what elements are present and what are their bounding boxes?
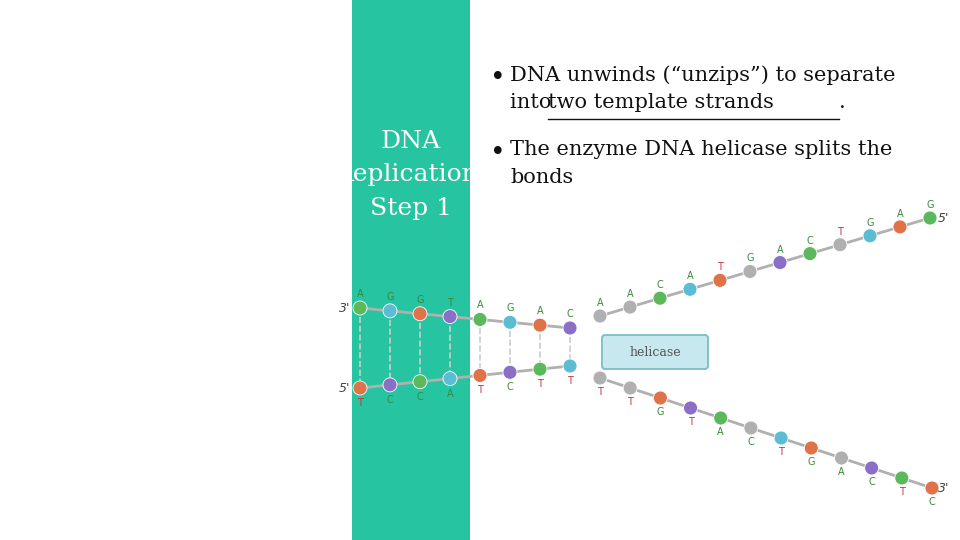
- Text: A: A: [777, 245, 783, 254]
- Circle shape: [383, 304, 397, 318]
- Circle shape: [353, 301, 367, 315]
- Circle shape: [413, 307, 427, 321]
- Text: C: C: [387, 395, 394, 405]
- Circle shape: [593, 371, 607, 385]
- Circle shape: [834, 451, 849, 465]
- Circle shape: [443, 309, 457, 323]
- Text: •: •: [490, 140, 506, 166]
- Circle shape: [713, 273, 727, 287]
- Text: G: G: [746, 253, 754, 264]
- Circle shape: [683, 282, 697, 296]
- Text: C: C: [507, 382, 514, 392]
- Circle shape: [833, 238, 847, 252]
- Text: A: A: [446, 389, 453, 399]
- Text: G: G: [506, 303, 514, 313]
- Circle shape: [713, 411, 728, 425]
- FancyBboxPatch shape: [602, 335, 708, 369]
- Text: C: C: [868, 477, 875, 487]
- Circle shape: [563, 321, 577, 335]
- Text: A: A: [838, 467, 845, 477]
- Text: 3': 3': [938, 482, 949, 495]
- Circle shape: [804, 441, 818, 455]
- Bar: [352, 0, 470, 540]
- Text: T: T: [837, 227, 843, 237]
- Text: A: A: [357, 289, 363, 299]
- Text: C: C: [417, 392, 423, 402]
- Circle shape: [925, 481, 939, 495]
- Text: T: T: [477, 386, 483, 395]
- Text: 5': 5': [339, 381, 350, 395]
- Circle shape: [533, 318, 547, 332]
- Text: G: G: [657, 407, 664, 417]
- Text: C: C: [566, 309, 573, 319]
- Text: 5': 5': [938, 212, 949, 225]
- Text: T: T: [899, 487, 904, 497]
- Text: T: T: [447, 298, 453, 308]
- Text: A: A: [537, 306, 543, 316]
- Circle shape: [803, 247, 817, 261]
- Circle shape: [473, 368, 487, 382]
- Text: G: G: [386, 292, 394, 302]
- Text: T: T: [357, 398, 363, 408]
- Text: T: T: [597, 387, 603, 397]
- Circle shape: [773, 255, 787, 269]
- Circle shape: [503, 315, 517, 329]
- Circle shape: [533, 362, 547, 376]
- Text: C: C: [928, 497, 935, 507]
- Text: two template strands: two template strands: [547, 93, 774, 112]
- Text: G: G: [866, 218, 874, 228]
- Text: A: A: [717, 427, 724, 437]
- Text: T: T: [779, 447, 784, 457]
- Text: C: C: [657, 280, 663, 290]
- Circle shape: [865, 461, 878, 475]
- Circle shape: [503, 365, 517, 379]
- Text: T: T: [627, 397, 633, 407]
- Text: T: T: [717, 262, 723, 272]
- Circle shape: [895, 471, 909, 485]
- Circle shape: [654, 391, 667, 405]
- Text: A: A: [686, 271, 693, 281]
- Circle shape: [383, 378, 397, 392]
- Text: A: A: [627, 289, 634, 299]
- Circle shape: [593, 309, 607, 323]
- Circle shape: [443, 372, 457, 386]
- Circle shape: [623, 381, 637, 395]
- Text: A: A: [477, 300, 483, 310]
- Text: G: G: [807, 457, 815, 467]
- Text: into: into: [510, 93, 558, 112]
- Text: T: T: [687, 417, 693, 427]
- Text: T: T: [567, 376, 573, 386]
- Circle shape: [774, 431, 788, 445]
- Circle shape: [863, 229, 877, 243]
- Text: DNA unwinds (“unzips”) to separate: DNA unwinds (“unzips”) to separate: [510, 65, 896, 85]
- Text: The enzyme DNA helicase splits the: The enzyme DNA helicase splits the: [510, 140, 893, 159]
- Circle shape: [473, 313, 487, 326]
- Text: G: G: [417, 295, 423, 305]
- Circle shape: [623, 300, 637, 314]
- Circle shape: [413, 375, 427, 389]
- Text: •: •: [490, 65, 506, 91]
- Circle shape: [923, 211, 937, 225]
- Circle shape: [744, 421, 757, 435]
- Text: G: G: [926, 200, 934, 210]
- Text: A: A: [897, 209, 903, 219]
- Text: helicase: helicase: [629, 346, 681, 359]
- Circle shape: [743, 265, 757, 279]
- Circle shape: [653, 291, 667, 305]
- Text: DNA
Replication:
Step 1: DNA Replication: Step 1: [335, 130, 487, 220]
- Circle shape: [353, 381, 367, 395]
- Text: A: A: [597, 298, 603, 308]
- Circle shape: [684, 401, 698, 415]
- Circle shape: [563, 359, 577, 373]
- Text: C: C: [806, 235, 813, 246]
- Text: C: C: [748, 437, 755, 447]
- Text: bonds: bonds: [510, 168, 573, 187]
- Text: T: T: [537, 379, 543, 389]
- Text: 3': 3': [339, 301, 350, 314]
- Circle shape: [893, 220, 907, 234]
- Text: .: .: [839, 93, 846, 112]
